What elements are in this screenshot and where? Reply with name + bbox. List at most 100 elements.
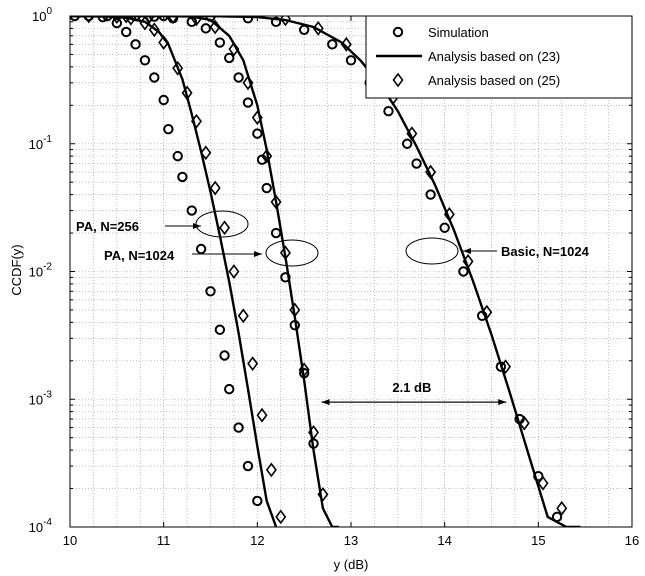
simulation-point [130, 39, 141, 50]
simulation-point [172, 150, 183, 162]
analysis-23-line [70, 16, 278, 527]
simulation-point [402, 138, 413, 149]
analysis-25-point [200, 145, 212, 161]
analysis-25-point [167, 16, 179, 24]
simulation-point [233, 422, 244, 433]
analysis-25-point [209, 180, 221, 196]
simulation-point [233, 72, 244, 83]
simulation-point [163, 123, 174, 135]
y-tick-label: 10-4 [29, 517, 53, 535]
simulation-point [458, 266, 469, 277]
analysis-25-point [256, 407, 268, 423]
analysis-25-point [270, 194, 282, 210]
simulation-point [83, 16, 94, 22]
legend-label: Simulation [428, 25, 489, 40]
annotation-label: PA, N=1024 [104, 248, 175, 263]
simulation-point [158, 94, 169, 106]
x-tick-label: 15 [531, 533, 545, 548]
analysis-25-point [219, 220, 231, 236]
analysis-25-point [237, 308, 249, 324]
simulation-point [425, 189, 436, 200]
simulation-point [224, 383, 235, 395]
legend-label: Analysis based on (25) [428, 73, 560, 88]
legend-diamond-swatch [392, 72, 404, 88]
simulation-point [219, 350, 230, 361]
y-tick-label: 10-2 [29, 262, 53, 280]
analysis-25-point [190, 113, 202, 129]
analysis-25-point [228, 264, 240, 279]
simulation-point [242, 460, 254, 472]
analysis-25-point [247, 356, 259, 372]
x-tick-label: 12 [250, 533, 264, 548]
axes: 10 11 12 13 14 15 16 100 10-1 10-2 10-3 10-4 [29, 6, 640, 548]
analysis-25-point [308, 424, 320, 440]
legend: Simulation Analysis based on (23) Analysis… [365, 15, 633, 99]
analysis-25-point [312, 20, 324, 36]
simulation-point [200, 23, 212, 34]
legend-label: Analysis based on (23) [428, 49, 560, 64]
analysis-25-point [298, 362, 310, 378]
analysis-25-point [148, 22, 160, 38]
simulation-point [242, 16, 254, 24]
analysis-25-point [537, 475, 549, 491]
legend-circle-swatch [392, 26, 404, 38]
analysis-25-point [265, 462, 277, 478]
simulation-point [186, 205, 197, 216]
x-tick-label: 13 [344, 533, 358, 548]
simulation-point [270, 227, 282, 239]
simulation-point [252, 128, 263, 139]
analysis-25-point [556, 500, 568, 516]
analysis-25-point [209, 19, 221, 35]
annotation-ellipse [265, 239, 319, 267]
analysis-25-point [251, 110, 263, 126]
analysis-25-point [443, 206, 455, 222]
analysis-25-point [120, 16, 132, 24]
x-tick-label: 16 [625, 533, 639, 548]
analysis-25-point [172, 60, 184, 76]
simulation-point [383, 105, 394, 117]
simulation-point [177, 171, 188, 183]
analysis-25-point [83, 16, 95, 24]
simulation-point [224, 52, 235, 64]
simulation-point [261, 182, 272, 194]
analysis-25-point [158, 35, 170, 50]
simulation-point [214, 37, 226, 48]
analysis-25-point [242, 75, 254, 91]
y-tick-label: 100 [32, 6, 52, 24]
analysis-25-point [462, 253, 474, 269]
simulation-point [252, 495, 263, 507]
analysis-25-point [111, 16, 123, 24]
simulation-point [242, 97, 254, 108]
analysis-25-point [228, 41, 240, 57]
x-tick-label: 11 [157, 533, 171, 548]
simulation-point [139, 55, 151, 66]
simulation-point [195, 243, 207, 255]
simulation-point [345, 55, 357, 66]
analysis-25-point [317, 486, 329, 502]
x-tick-label: 14 [437, 533, 451, 548]
y-tick-label: 10-1 [29, 134, 53, 152]
annotation-ellipse [405, 237, 459, 265]
annotation-label: Basic, N=1024 [501, 244, 590, 259]
analysis-25-point [275, 509, 287, 525]
dimension-label: 2.1 dB [392, 380, 431, 395]
analysis-25-point [340, 36, 352, 52]
simulation-point [214, 324, 226, 335]
analysis-25-point [279, 245, 291, 261]
analysis-25-point [500, 359, 512, 375]
simulation-point [149, 72, 160, 83]
analysis-23-line [70, 16, 581, 527]
y-axis-label: CCDF(y) [9, 244, 24, 295]
analysis-25-point [518, 415, 530, 431]
simulation-point [439, 222, 450, 233]
analysis-25-point [289, 302, 301, 318]
analysis-25-point [406, 126, 418, 142]
x-axis-label: y (dB) [334, 557, 369, 572]
simulation-point [70, 16, 80, 22]
simulation-point [205, 286, 216, 297]
analysis-25-point [481, 304, 493, 320]
simulation-point [327, 39, 338, 50]
analysis-25-point [181, 85, 193, 101]
simulation-point [158, 16, 169, 22]
simulation-point [130, 16, 141, 22]
